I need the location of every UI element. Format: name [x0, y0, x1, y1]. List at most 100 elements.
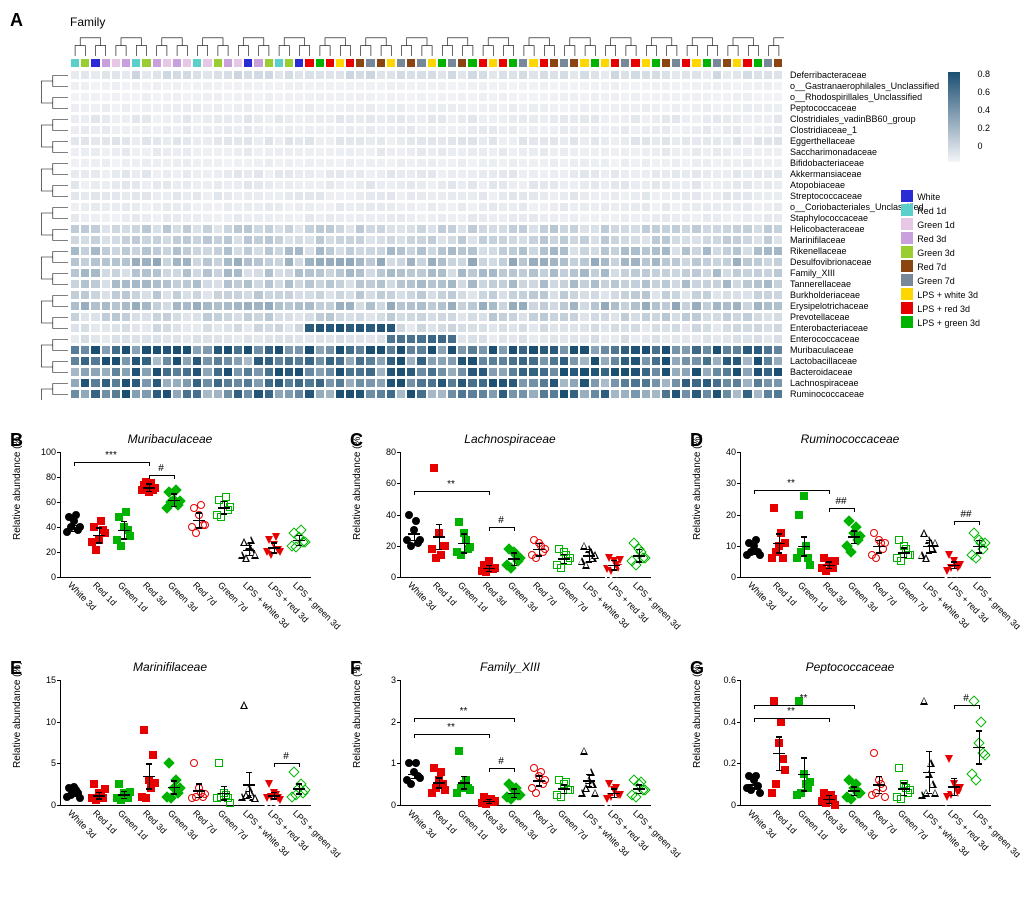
heatmap-cell — [641, 180, 651, 190]
heatmap-cell — [641, 246, 651, 256]
heatmap-cell — [243, 202, 253, 212]
heatmap-cell — [396, 246, 406, 256]
heatmap-cell — [121, 136, 131, 146]
heatmap-cell — [213, 158, 223, 168]
heatmap-cell — [549, 334, 559, 344]
heatmap-cell — [396, 191, 406, 201]
heatmap-cell — [518, 81, 528, 91]
heatmap-cell — [264, 389, 274, 399]
heatmap-cell — [773, 312, 783, 322]
heatmap-cell — [610, 191, 620, 201]
heatmap-cell — [773, 323, 783, 333]
heatmap-cell — [182, 334, 192, 344]
heatmap-cell — [539, 158, 549, 168]
heatmap-cell — [590, 235, 600, 245]
heatmap-cell — [131, 389, 141, 399]
heatmap-cell — [315, 169, 325, 179]
heatmap-cell — [671, 279, 681, 289]
heatmap-cell — [610, 224, 620, 234]
heatmap-cell — [284, 169, 294, 179]
heatmap-cell — [192, 70, 202, 80]
heatmap-cell — [478, 70, 488, 80]
heatmap-cell — [131, 334, 141, 344]
legend-swatch-icon — [901, 288, 913, 300]
heatmap-cell — [467, 224, 477, 234]
heatmap-cell — [90, 114, 100, 124]
heatmap-cell — [202, 378, 212, 388]
heatmap-cell — [243, 334, 253, 344]
heatmap-cell — [691, 301, 701, 311]
heatmap-cell — [579, 81, 589, 91]
heatmap-cell — [681, 191, 691, 201]
heatmap-cell — [620, 312, 630, 322]
heatmap-cell — [111, 191, 121, 201]
heatmap-cell — [498, 290, 508, 300]
heatmap-cell — [457, 246, 467, 256]
heatmap-cell — [488, 191, 498, 201]
heatmap-cell — [253, 389, 263, 399]
data-point — [806, 778, 814, 786]
heatmap-cell — [213, 136, 223, 146]
heatmap-cell — [355, 290, 365, 300]
heatmap-cell — [192, 125, 202, 135]
heatmap-cell — [773, 224, 783, 234]
heatmap-cell — [243, 301, 253, 311]
heatmap-cell — [182, 312, 192, 322]
heatmap-cell — [325, 257, 335, 267]
heatmap-cell — [661, 158, 671, 168]
heatmap-cell — [386, 235, 396, 245]
error-bar — [779, 533, 781, 552]
heatmap-cell — [753, 136, 763, 146]
heatmap-cell — [202, 158, 212, 168]
heatmap-cell — [406, 180, 416, 190]
heatmap-cell — [549, 213, 559, 223]
heatmap-cell — [182, 268, 192, 278]
heatmap-cell — [549, 389, 559, 399]
group-bar-cell — [478, 58, 488, 68]
heatmap-cell — [457, 312, 467, 322]
heatmap-cell — [284, 389, 294, 399]
heatmap-cell — [559, 301, 569, 311]
heatmap-cell — [355, 334, 365, 344]
heatmap-cell — [498, 235, 508, 245]
heatmap-cell — [641, 301, 651, 311]
heatmap-cell — [702, 389, 712, 399]
heatmap-cell — [590, 279, 600, 289]
heatmap-cell — [396, 147, 406, 157]
heatmap-cell — [80, 378, 90, 388]
y-tick: 15 — [40, 675, 56, 685]
heatmap-cell — [192, 257, 202, 267]
heatmap-cell — [742, 246, 752, 256]
heatmap-cell — [722, 389, 732, 399]
heatmap-cell — [355, 224, 365, 234]
heatmap-cell — [528, 114, 538, 124]
heatmap-cell — [569, 147, 579, 157]
heatmap-cell — [712, 180, 722, 190]
legend-label: Green 1d — [917, 220, 955, 230]
heatmap-cell — [651, 213, 661, 223]
heatmap-cell — [600, 334, 610, 344]
heatmap-cell — [518, 235, 528, 245]
heatmap-cell — [274, 378, 284, 388]
heatmap-cell — [610, 202, 620, 212]
heatmap-cell — [315, 389, 325, 399]
heatmap-cell — [233, 103, 243, 113]
heatmap-cell — [243, 92, 253, 102]
heatmap-cell — [80, 323, 90, 333]
heatmap-cell — [579, 389, 589, 399]
heatmap-cell — [355, 191, 365, 201]
heatmap-cell — [325, 136, 335, 146]
heatmap-cell — [121, 169, 131, 179]
data-point — [142, 794, 150, 802]
heatmap-cell — [712, 356, 722, 366]
heatmap-cell — [243, 158, 253, 168]
heatmap-cell — [325, 125, 335, 135]
heatmap-cell — [457, 389, 467, 399]
heatmap-cell — [763, 312, 773, 322]
heatmap-cell — [549, 70, 559, 80]
heatmap-cell — [152, 114, 162, 124]
heatmap-cell — [416, 290, 426, 300]
heatmap-cell — [101, 114, 111, 124]
heatmap-cell — [325, 70, 335, 80]
group-bar-cell — [80, 58, 90, 68]
